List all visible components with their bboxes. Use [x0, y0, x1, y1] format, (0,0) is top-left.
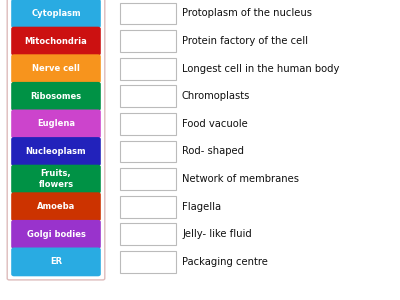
- Text: Chromoplasts: Chromoplasts: [182, 91, 250, 101]
- Text: Nerve cell: Nerve cell: [32, 64, 80, 73]
- FancyBboxPatch shape: [11, 54, 101, 83]
- FancyBboxPatch shape: [11, 248, 101, 276]
- Text: Protein factory of the cell: Protein factory of the cell: [182, 36, 308, 46]
- FancyBboxPatch shape: [11, 192, 101, 221]
- Bar: [120, 85, 176, 107]
- Text: Network of membranes: Network of membranes: [182, 174, 299, 184]
- Text: Flagella: Flagella: [182, 202, 221, 212]
- FancyBboxPatch shape: [11, 220, 101, 249]
- Bar: [120, 196, 176, 218]
- FancyBboxPatch shape: [11, 82, 101, 111]
- FancyBboxPatch shape: [11, 137, 101, 166]
- Text: Nucleoplasm: Nucleoplasm: [26, 147, 86, 156]
- Bar: [120, 168, 176, 190]
- Bar: [120, 3, 176, 24]
- FancyBboxPatch shape: [11, 110, 101, 138]
- Text: Ribosomes: Ribosomes: [30, 92, 82, 101]
- Bar: [120, 224, 176, 245]
- FancyBboxPatch shape: [7, 0, 105, 280]
- Text: Packaging centre: Packaging centre: [182, 257, 268, 267]
- Text: ER: ER: [50, 257, 62, 266]
- Text: Fruits,
flowers: Fruits, flowers: [38, 169, 74, 189]
- Text: Protoplasm of the nucleus: Protoplasm of the nucleus: [182, 8, 312, 19]
- Text: Golgi bodies: Golgi bodies: [26, 230, 86, 239]
- Bar: [120, 251, 176, 273]
- Text: Rod- shaped: Rod- shaped: [182, 146, 244, 157]
- Text: Amoeba: Amoeba: [37, 202, 75, 211]
- Text: Mitochondria: Mitochondria: [25, 37, 87, 46]
- FancyBboxPatch shape: [11, 165, 101, 194]
- Bar: [120, 30, 176, 52]
- Text: Euglena: Euglena: [37, 119, 75, 128]
- Text: Longest cell in the human body: Longest cell in the human body: [182, 64, 339, 74]
- Bar: [120, 141, 176, 162]
- Text: Jelly- like fluid: Jelly- like fluid: [182, 229, 252, 239]
- FancyBboxPatch shape: [11, 27, 101, 56]
- Text: Cytoplasm: Cytoplasm: [31, 9, 81, 18]
- Bar: [120, 58, 176, 80]
- Text: Food vacuole: Food vacuole: [182, 119, 248, 129]
- FancyBboxPatch shape: [11, 0, 101, 28]
- Bar: [120, 113, 176, 135]
